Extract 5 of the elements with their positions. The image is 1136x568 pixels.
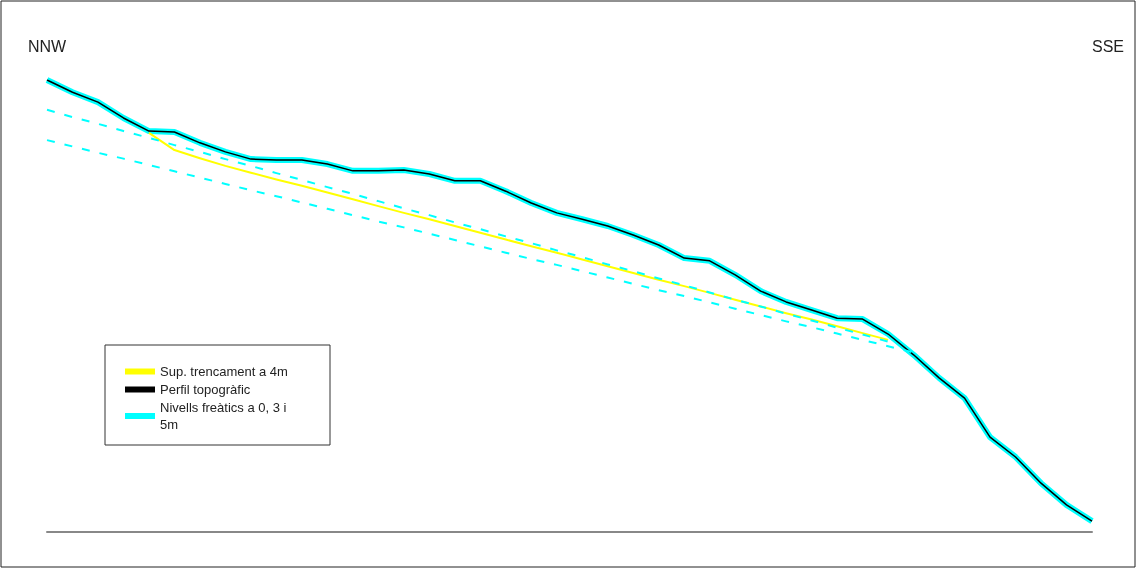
text: SSE [1091, 37, 1124, 55]
legend-label: Sup. trencament a 4m [160, 364, 288, 379]
legend-label: Perfil topogràfic [160, 382, 251, 397]
legend-label: Nivells freàtics a 0, 3 i 5m [160, 400, 291, 432]
text: NNW [28, 37, 68, 55]
